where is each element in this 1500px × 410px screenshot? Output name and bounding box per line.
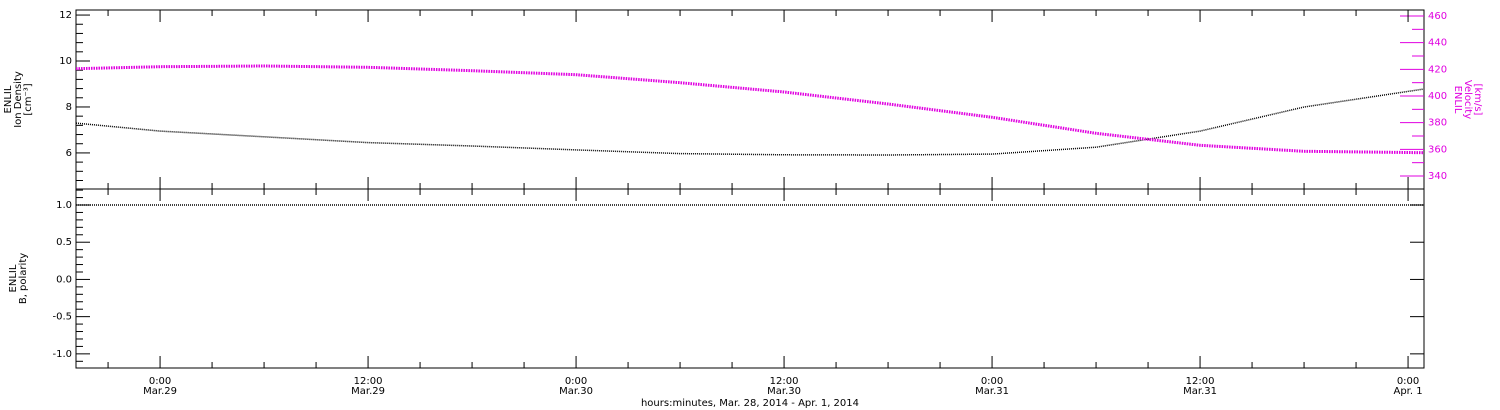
y-tick-label: 12 bbox=[59, 10, 72, 21]
y2-tick-label: 460 bbox=[1428, 11, 1447, 22]
y-tick-label: -0.5 bbox=[52, 312, 72, 323]
y-tick-label: 0.5 bbox=[56, 237, 72, 248]
y-axis-title: B, polarity bbox=[18, 253, 29, 304]
x-tick-date: Mar.29 bbox=[143, 386, 177, 397]
y-tick-label: -1.0 bbox=[52, 349, 72, 360]
plot-frame bbox=[75, 9, 1425, 190]
y-tick-label: 10 bbox=[59, 56, 72, 67]
y-axis-title: [cm⁻³] bbox=[23, 83, 34, 115]
x-tick-date: Mar.30 bbox=[767, 386, 801, 397]
y-tick-label: 8 bbox=[66, 102, 72, 113]
y2-tick-label: 380 bbox=[1428, 118, 1447, 129]
x-tick-label: 0:00 bbox=[565, 376, 587, 387]
x-tick-date: Mar.29 bbox=[351, 386, 385, 397]
y2-axis-title: ENLIL bbox=[1452, 86, 1463, 114]
y2-tick-label: 400 bbox=[1428, 91, 1447, 102]
x-axis-title: hours:minutes, Mar. 28, 2014 - Apr. 1, 2… bbox=[641, 398, 859, 409]
x-tick-date: Apr. 1 bbox=[1393, 386, 1422, 397]
x-tick-date: Mar.30 bbox=[559, 386, 593, 397]
y-axis-title: ENLIL bbox=[3, 85, 14, 113]
y2-tick-label: 360 bbox=[1428, 144, 1447, 155]
y-axis-title: Ion Density bbox=[13, 71, 24, 128]
x-tick-label: 0:00 bbox=[981, 376, 1003, 387]
data-line bbox=[75, 64, 1425, 155]
x-tick-date: Mar.31 bbox=[1183, 386, 1217, 397]
x-tick-label: 12:00 bbox=[1186, 376, 1215, 387]
x-tick-label: 12:00 bbox=[354, 376, 383, 387]
y-tick-label: 0.0 bbox=[56, 274, 72, 285]
x-tick-label: 12:00 bbox=[770, 376, 799, 387]
y2-tick-label: 440 bbox=[1428, 38, 1447, 49]
x-tick-label: 0:00 bbox=[1397, 376, 1419, 387]
y-axis-title: ENLIL bbox=[8, 264, 19, 292]
y-tick-label: 6 bbox=[66, 148, 72, 159]
x-tick-date: Mar.31 bbox=[975, 386, 1009, 397]
y2-axis-title: Velocity bbox=[1462, 80, 1473, 119]
data-line bbox=[75, 88, 1425, 156]
y2-tick-label: 340 bbox=[1428, 171, 1447, 182]
plot-frame bbox=[75, 188, 1425, 369]
x-tick-label: 0:00 bbox=[149, 376, 171, 387]
y2-axis-title: [km/s] bbox=[1472, 84, 1483, 116]
y-tick-label: 1.0 bbox=[56, 200, 72, 211]
y2-tick-label: 420 bbox=[1428, 64, 1447, 75]
